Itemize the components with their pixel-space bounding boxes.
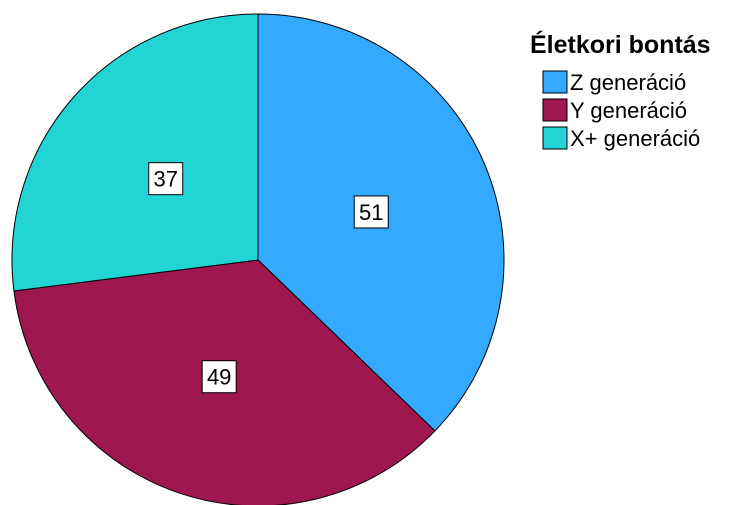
legend-swatch [542, 98, 568, 122]
pie-slice-x-gener-ci [11, 13, 259, 292]
legend-item-z-gener-ci: Z generáció [542, 70, 686, 95]
data-label-box [148, 162, 184, 196]
data-labels: 51 49 37 [148, 162, 389, 394]
legend: Életkori bontás Z generáció Y generáció X+… [530, 30, 711, 151]
data-label-value: 37 [153, 167, 177, 192]
data-label-value: 51 [359, 200, 383, 225]
legend-item-x-gener-ci: X+ generáció [542, 126, 700, 151]
legend-swatch [542, 126, 568, 150]
legend-item-y-gener-ci: Y generáció [542, 98, 687, 123]
pie-slices [11, 13, 505, 505]
data-label-box [201, 360, 237, 394]
data-label-z-gener-ci: 51 [353, 195, 389, 229]
legend-label: Y generáció [570, 98, 687, 123]
legend-label: X+ generáció [570, 126, 700, 151]
legend-title: Életkori bontás [530, 30, 711, 59]
data-label-y-gener-ci: 49 [201, 360, 237, 394]
legend-items: Z generáció Y generáció X+ generáció [542, 70, 700, 151]
legend-swatch [542, 70, 568, 94]
legend-label: Z generáció [570, 70, 686, 95]
data-label-value: 49 [207, 365, 231, 390]
data-label-x-gener-ci: 37 [148, 162, 184, 196]
data-label-box [353, 195, 389, 229]
